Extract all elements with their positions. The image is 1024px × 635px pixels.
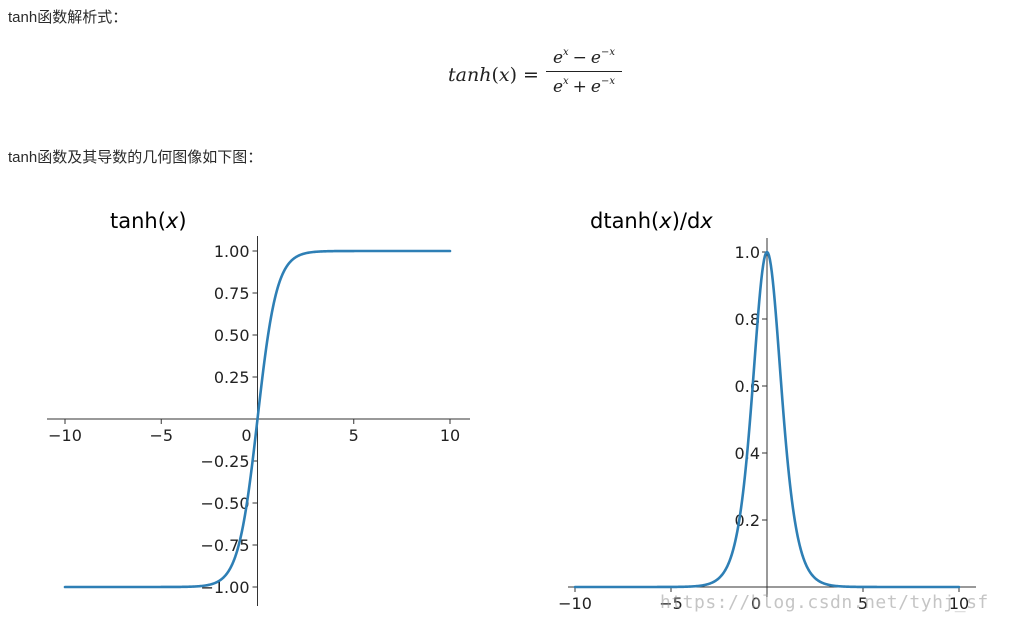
tanh-chart: tanh(x) −10 −5 0 5 10 1.00 0.75 0.50 0.25 −0.25 −0.… — [47, 209, 470, 606]
graph-intro-text: tanh函数及其导数的几何图像如下图： — [8, 149, 263, 166]
y-tick-label: −0.75 — [200, 536, 249, 555]
x-tick-label: 10 — [440, 426, 460, 445]
formula-denominator: ex + e−x — [552, 76, 616, 97]
x-tick-label: 5 — [858, 594, 868, 613]
fraction-bar — [546, 71, 622, 72]
y-tick-label: 0.75 — [214, 284, 250, 303]
y-tick-label: 0.50 — [214, 326, 250, 345]
y-tick-label: 0.6 — [735, 377, 760, 396]
chart-title-close: ) — [178, 209, 186, 233]
chart-title-var: x — [658, 209, 672, 233]
y-tick-label: 0.25 — [214, 368, 250, 387]
formula-lhs: tanh(x) — [448, 64, 517, 86]
y-tick-label: 1.0 — [735, 243, 760, 262]
x-tick-label: −5 — [149, 426, 173, 445]
watermark: https://blog.csdn.net/tyhj_sf — [660, 592, 989, 613]
chart-title-close: )/d — [672, 209, 701, 233]
y-tick-label: −0.50 — [200, 494, 249, 513]
chart-title-var: x — [165, 209, 179, 233]
series-line — [63, 249, 452, 589]
chart-title: tanh(x) — [110, 209, 187, 233]
y-tick-label: −1.00 — [200, 578, 249, 597]
y-tick-label: 0.8 — [735, 310, 760, 329]
tanh-derivative-chart: dtanh(x)/dx−10 −5 0 5 101.00.80.60.40.2 — [558, 209, 976, 613]
chart-title-text: dtanh( — [590, 209, 659, 233]
series-line — [573, 250, 961, 589]
chart-title: dtanh(x)/dx — [590, 209, 713, 233]
x-tick-label: 10 — [949, 594, 969, 613]
x-tick-label: −5 — [659, 594, 683, 613]
formula-equals: = — [523, 64, 539, 86]
formula-arg: x — [498, 64, 510, 86]
chart-title-text: tanh( — [110, 209, 166, 233]
intro-text: tanh函数解析式： — [8, 9, 128, 26]
y-tick-label: 1.00 — [214, 242, 250, 261]
chart-title-var2: x — [699, 209, 713, 233]
x-tick-label: −10 — [48, 426, 82, 445]
formula-fraction: ex − e−x ex + e−x — [546, 44, 622, 97]
x-tick-label: 5 — [349, 426, 359, 445]
y-tick-label: −0.25 — [200, 452, 249, 471]
formula-numerator: ex − e−x — [552, 47, 616, 68]
x-tick-label: 0 — [241, 426, 251, 445]
x-tick-label: 0 — [751, 594, 761, 613]
x-tick-label: −10 — [558, 594, 592, 613]
formula-func: tanh — [448, 64, 492, 86]
